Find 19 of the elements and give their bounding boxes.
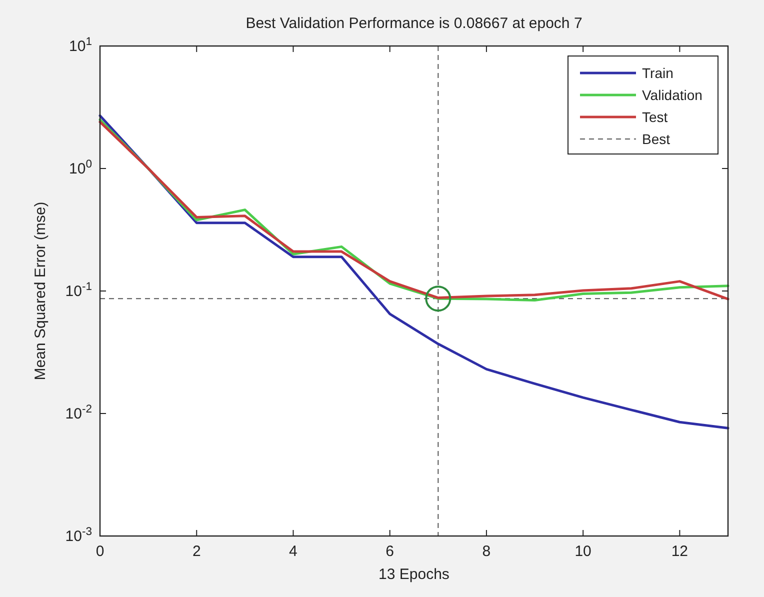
y-axis-title: Mean Squared Error (mse) xyxy=(32,202,49,380)
x-tick-label: 0 xyxy=(96,543,104,560)
legend-label: Train xyxy=(642,65,674,81)
legend-label: Test xyxy=(642,109,668,125)
y-tick-label: 10$^{1}$ xyxy=(69,36,92,55)
x-tick-label: 6 xyxy=(386,543,394,560)
x-tick-label: 4 xyxy=(289,543,298,560)
x-tick-label: 8 xyxy=(482,543,491,560)
x-tick-label: 12 xyxy=(671,543,688,560)
legend-label: Best xyxy=(642,131,670,147)
y-tick-label: 10$^{-3}$ xyxy=(65,526,92,545)
y-tick-label: 10$^{-2}$ xyxy=(65,404,92,422)
y-tick-label: 10$^{-1}$ xyxy=(65,281,92,300)
legend-label: Validation xyxy=(642,87,702,103)
x-axis-title: 13 Epochs xyxy=(378,566,450,583)
chart-title: Best Validation Performance is 0.08667 at epoch 7 xyxy=(246,15,582,32)
x-tick-label: 2 xyxy=(192,543,201,560)
x-tick-label: 10 xyxy=(574,543,592,560)
y-tick-label: 10$^{0}$ xyxy=(69,158,92,178)
